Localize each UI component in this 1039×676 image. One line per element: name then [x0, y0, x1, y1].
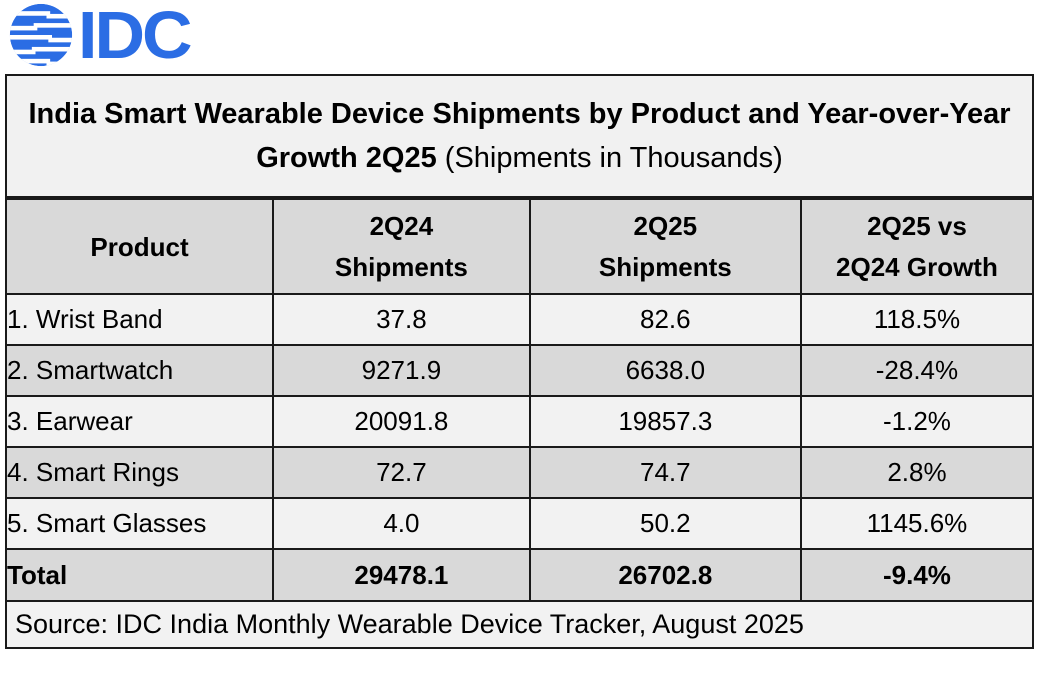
- header-line: Shipments: [598, 251, 732, 282]
- q25-value-cell: 50.2: [528, 497, 802, 551]
- header-line: 2Q24: [369, 211, 434, 242]
- header-line: 2Q24 Growth: [836, 251, 998, 282]
- page-title: India Smart Wearable Device Shipments by…: [5, 74, 1034, 199]
- total-growth-cell: -9.4%: [799, 548, 1035, 603]
- table-row-total: Total 29478.1 26702.8 -9.4%: [4, 548, 1035, 603]
- shipments-table: Product 2Q24 Shipments 2Q25 Shipments 2Q…: [4, 198, 1035, 650]
- table-header-row: Product 2Q24 Shipments 2Q25 Shipments 2Q…: [4, 198, 1035, 296]
- source-note: Source: IDC India Monthly Wearable Devic…: [5, 600, 1034, 650]
- q24-value-cell: 9271.9: [272, 344, 531, 398]
- q25-value-cell: 82.6: [528, 293, 802, 347]
- growth-value-cell: -28.4%: [799, 344, 1035, 398]
- total-q24-cell: 29478.1: [272, 548, 531, 603]
- title-subtitle: (Shipments in Thousands): [444, 142, 783, 175]
- growth-value-cell: 1145.6%: [799, 497, 1035, 551]
- q25-value-cell: 19857.3: [528, 395, 802, 449]
- header-line: Product: [90, 231, 189, 262]
- column-header-2q24-shipments: 2Q24 Shipments: [272, 198, 531, 296]
- column-header-growth: 2Q25 vs 2Q24 Growth: [799, 198, 1035, 296]
- q24-value-cell: 37.8: [272, 293, 531, 347]
- table-row-wrist-band: 1. Wrist Band 37.8 82.6 118.5%: [4, 293, 1035, 347]
- total-q25-cell: 26702.8: [528, 548, 802, 603]
- idc-logo-text: IDC: [78, 0, 193, 73]
- table-row-smart-glasses: 5. Smart Glasses 4.0 50.2 1145.6%: [4, 497, 1035, 551]
- column-header-2q25-shipments: 2Q25 Shipments: [528, 198, 802, 296]
- growth-value-cell: -1.2%: [799, 395, 1035, 449]
- column-header-product: Product: [4, 198, 275, 296]
- table-row-smartwatch: 2. Smartwatch 9271.9 6638.0 -28.4%: [4, 344, 1035, 398]
- table-row-smart-rings: 4. Smart Rings 72.7 74.7 2.8%: [4, 446, 1035, 500]
- q24-value-cell: 4.0: [272, 497, 531, 551]
- growth-value-cell: 2.8%: [799, 446, 1035, 500]
- q24-value-cell: 20091.8: [272, 395, 531, 449]
- q24-value-cell: 72.7: [272, 446, 531, 500]
- q25-value-cell: 6638.0: [528, 344, 802, 398]
- product-cell: 4. Smart Rings: [4, 446, 275, 500]
- idc-logo: IDC: [0, 0, 1039, 70]
- header-line: 2Q25 vs: [867, 211, 967, 242]
- product-cell: 2. Smartwatch: [4, 344, 275, 398]
- header-line: 2Q25: [633, 211, 698, 242]
- growth-value-cell: 118.5%: [799, 293, 1035, 347]
- source-row: Source: IDC India Monthly Wearable Devic…: [5, 600, 1034, 650]
- header-line: Shipments: [334, 251, 468, 282]
- idc-globe-icon: [9, 3, 73, 67]
- product-cell: 1. Wrist Band: [4, 293, 275, 347]
- total-label-cell: Total: [4, 548, 275, 603]
- q25-value-cell: 74.7: [528, 446, 802, 500]
- title-main: India Smart Wearable Device Shipments by…: [28, 98, 1011, 175]
- shipments-sheet: India Smart Wearable Device Shipments by…: [4, 74, 1035, 650]
- table-row-earwear: 3. Earwear 20091.8 19857.3 -1.2%: [4, 395, 1035, 449]
- product-cell: 3. Earwear: [4, 395, 275, 449]
- product-cell: 5. Smart Glasses: [4, 497, 275, 551]
